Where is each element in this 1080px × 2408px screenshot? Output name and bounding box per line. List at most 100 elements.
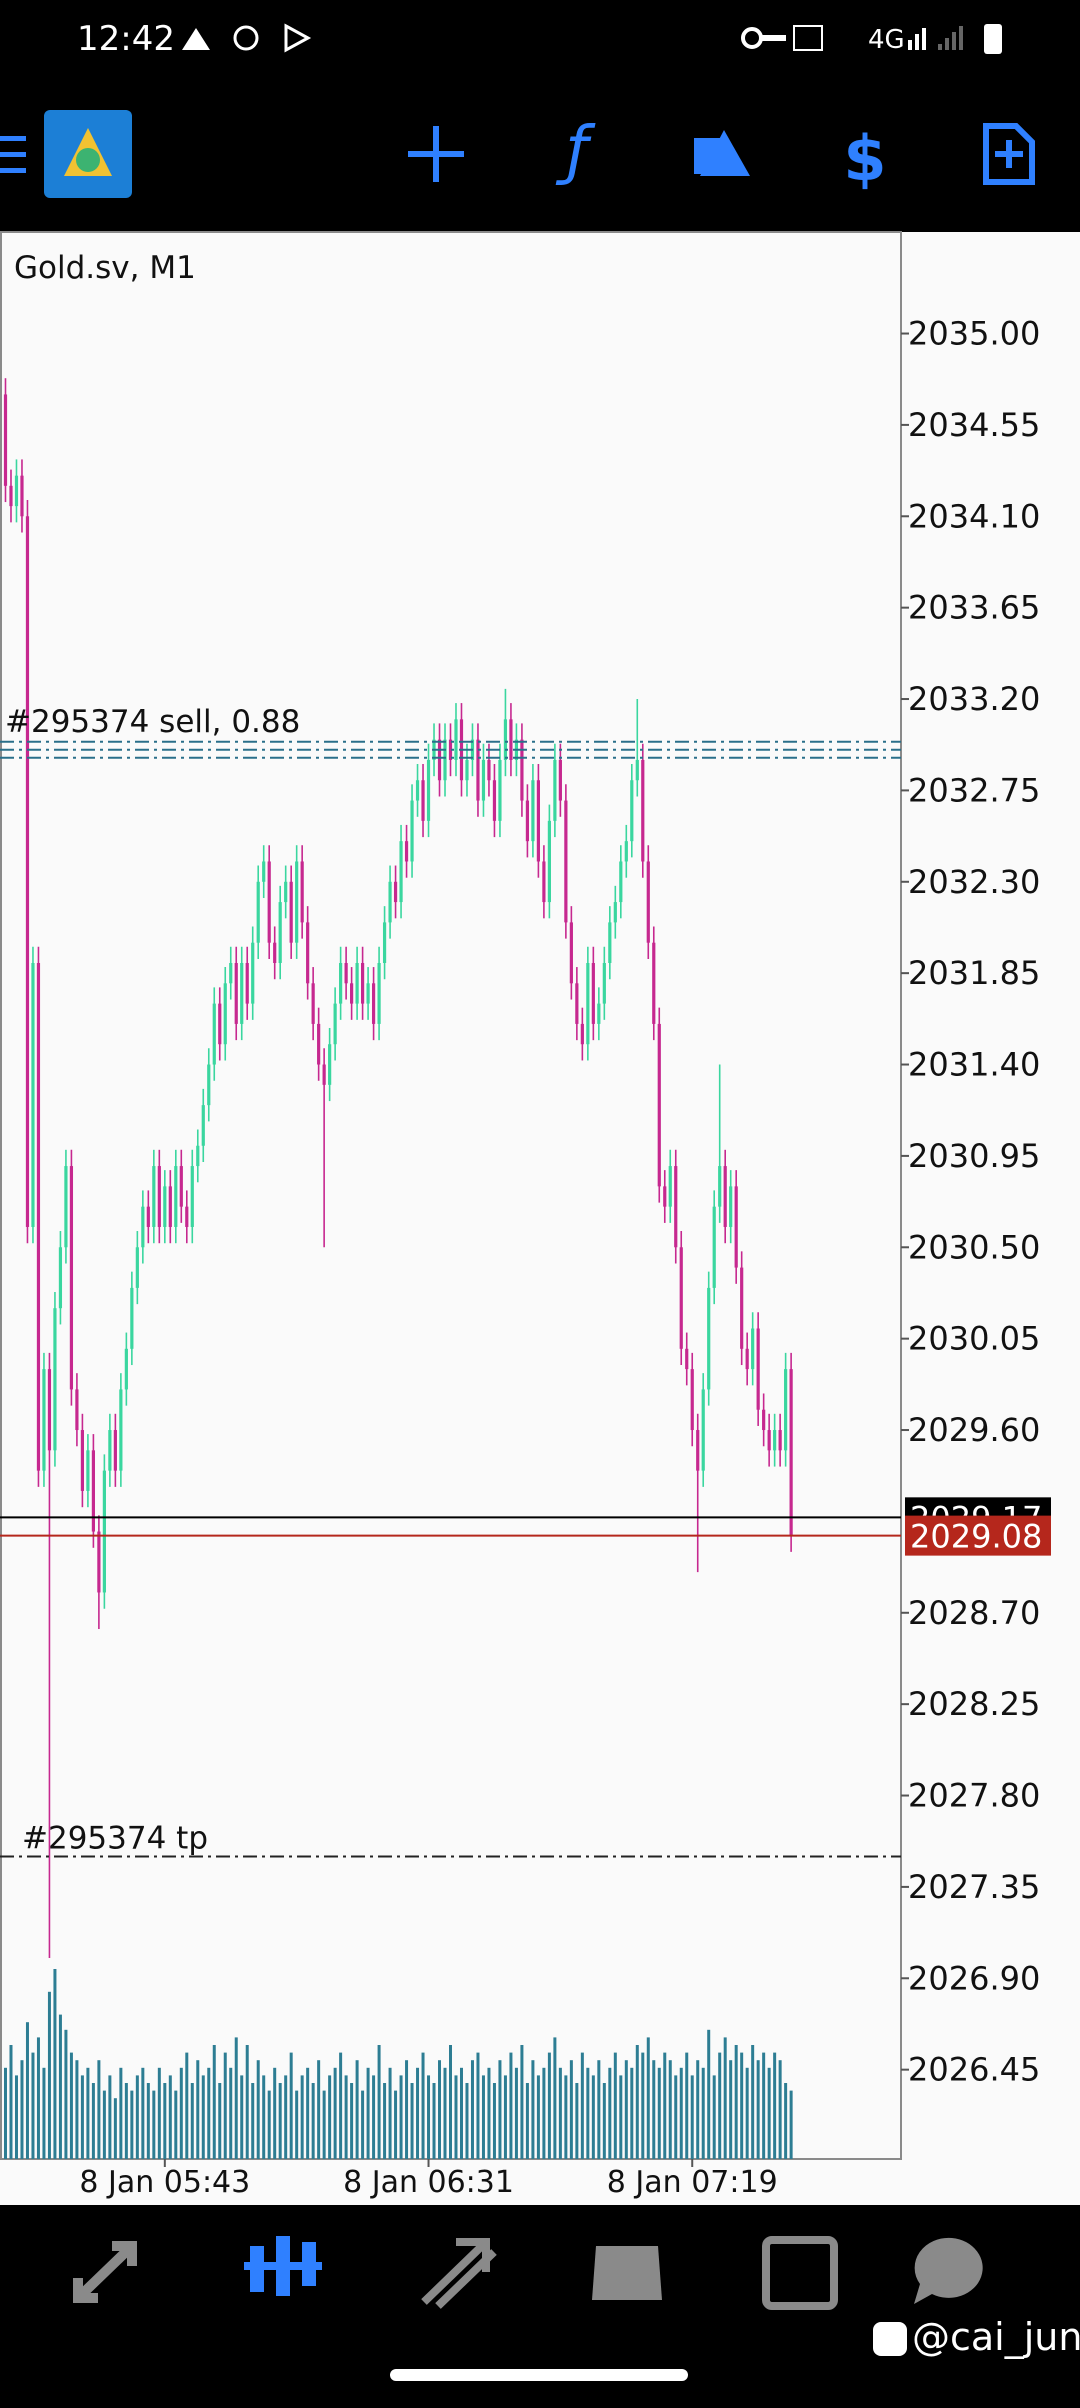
candle-body — [163, 1186, 167, 1227]
volume-bar — [745, 2067, 749, 2159]
nav-trade[interactable] — [421, 2238, 497, 2309]
volume-bar — [399, 2075, 403, 2159]
nav-news[interactable] — [762, 2236, 838, 2310]
trade-button[interactable]: $ — [843, 122, 886, 195]
menu-bar — [0, 136, 26, 141]
volume-bar — [773, 2052, 777, 2159]
objects-button[interactable] — [694, 130, 750, 176]
candle-body — [696, 1430, 700, 1471]
x-tick-label: 8 Jan 07:19 — [607, 2165, 778, 2200]
chart-title: Gold.sv, M1 — [14, 250, 196, 286]
nav-chart[interactable] — [244, 2236, 322, 2296]
crosshair-button[interactable] — [408, 126, 464, 182]
volume-bar — [229, 2067, 233, 2159]
y-tick-label: 2028.25 — [908, 1685, 1040, 1723]
candle-body — [86, 1450, 90, 1491]
volume-bar — [465, 2083, 469, 2159]
candle-body — [421, 780, 425, 821]
menu-button[interactable] — [0, 136, 26, 173]
settings-icon — [233, 25, 259, 51]
volume-bar — [135, 2075, 139, 2159]
candle-body — [273, 942, 277, 964]
volume-bar — [740, 2052, 744, 2159]
candle-body — [333, 1003, 337, 1045]
candle-body — [652, 942, 656, 1024]
icon-shape — [983, 123, 1035, 185]
plot-area: 2035.00 2034.55 2034.10 2033.65 2033.20 2032.… — [0, 315, 1051, 2200]
candle-body — [399, 841, 403, 903]
volume-bar — [372, 2075, 376, 2159]
volume-bar — [69, 2052, 73, 2159]
volume-bar — [146, 2083, 150, 2159]
icon-shape — [700, 130, 750, 176]
candle-body — [141, 1206, 145, 1248]
volume-bar — [350, 2083, 354, 2159]
volume-bar — [190, 2083, 194, 2159]
candle-body — [174, 1166, 178, 1227]
nav-chat[interactable] — [914, 2237, 983, 2304]
volume-bar — [42, 2067, 46, 2159]
volume-bar — [718, 2052, 722, 2159]
volume-bar — [663, 2052, 667, 2159]
y-tick-label: 2028.70 — [908, 1594, 1040, 1632]
warning-icon — [182, 28, 210, 50]
volume-bar — [388, 2067, 392, 2159]
volume-bar — [322, 2090, 326, 2159]
volume-bar — [53, 1969, 57, 2159]
order-label: #295374 sell, 0.88 — [5, 704, 300, 740]
candle-body — [762, 1409, 766, 1431]
volume-bar — [113, 2098, 117, 2159]
y-tick-label: 2031.40 — [908, 1046, 1040, 1084]
icon-bar — [244, 2262, 322, 2270]
nav-history[interactable] — [592, 2246, 662, 2300]
candle-body — [690, 1369, 694, 1431]
candle-body — [295, 861, 299, 943]
volume-bar — [328, 2075, 332, 2159]
candle-body — [454, 719, 458, 760]
y-tick-label: 2026.90 — [908, 1959, 1040, 1997]
candle-body — [415, 780, 420, 801]
status-icons — [182, 23, 1002, 54]
volume-bar — [47, 1991, 51, 2159]
volume-bar — [597, 2060, 601, 2159]
volume-bar — [102, 2090, 106, 2159]
candle-body — [465, 759, 469, 781]
candle-body — [31, 963, 35, 1227]
candle-body — [80, 1430, 85, 1491]
candle-body — [393, 881, 398, 903]
volume-bar — [295, 2090, 299, 2159]
nav-quotes[interactable] — [73, 2241, 137, 2303]
candle-body — [723, 1166, 727, 1227]
candle-body — [635, 759, 639, 781]
volume-bar — [278, 2083, 282, 2159]
candle-body — [668, 1166, 672, 1207]
candle-body — [311, 983, 315, 1024]
volume-bar — [306, 2067, 310, 2159]
candle-body — [212, 1003, 216, 1065]
volume-bar — [124, 2083, 128, 2159]
volume-bar — [690, 2075, 694, 2159]
volume-bar — [355, 2060, 359, 2159]
candle-body — [130, 1287, 134, 1349]
volume-bar — [91, 2083, 95, 2159]
new-order-button[interactable] — [983, 123, 1035, 185]
candle-body — [267, 861, 271, 943]
volume-bar — [273, 2067, 277, 2159]
signal — [952, 32, 956, 50]
candle-body — [20, 475, 24, 517]
volume-bar — [591, 2075, 595, 2159]
y-tick-label: 2034.55 — [908, 406, 1040, 444]
candle-body — [487, 759, 491, 781]
x-tick-label: 8 Jan 05:43 — [79, 2165, 250, 2200]
candle-body — [553, 759, 557, 821]
order-label: #295374 tp — [22, 1820, 208, 1856]
x-tick-label: 8 Jan 06:31 — [343, 2165, 514, 2200]
candle-body — [223, 983, 227, 1045]
signal — [938, 44, 942, 50]
candle-body — [569, 922, 573, 984]
candle-body — [64, 1166, 68, 1248]
volume-bar — [449, 2045, 452, 2159]
volume-bar — [707, 2029, 711, 2159]
candle-body — [707, 1287, 711, 1390]
candle-body — [564, 800, 568, 923]
